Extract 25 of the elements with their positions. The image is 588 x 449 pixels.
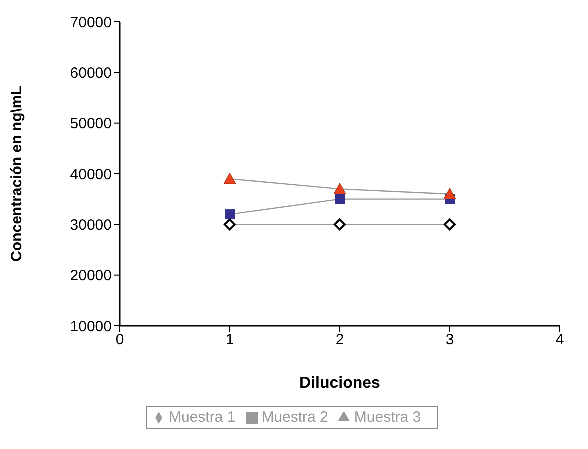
point — [224, 218, 236, 231]
legend-label: Muestra 2 — [262, 409, 328, 426]
y-axis-title: Concentración en ng\mL — [8, 86, 26, 262]
y-tick-label: 20000 — [70, 268, 112, 285]
x-tick-label: 4 — [556, 332, 564, 349]
x-tick-label: 1 — [226, 332, 234, 349]
legend-label: Muestra 1 — [169, 409, 236, 426]
x-axis-title: Diluciones — [300, 375, 381, 392]
y-tick-label: 40000 — [70, 166, 112, 184]
y-tick-label: 70000 — [70, 14, 112, 32]
legend-label: Muestra 3 — [354, 409, 422, 426]
point — [334, 218, 346, 231]
y-tick-label: 50000 — [70, 116, 112, 133]
point — [224, 172, 236, 184]
point — [225, 210, 235, 220]
point — [444, 218, 456, 231]
y-tick-label: 10000 — [70, 318, 112, 336]
x-tick-label: 0 — [116, 332, 124, 349]
y-tick-label: 60000 — [70, 64, 112, 82]
x-tick-label: 2 — [336, 332, 344, 349]
point — [334, 182, 346, 194]
y-tick-label: 30000 — [70, 216, 112, 234]
point — [335, 194, 345, 204]
point — [444, 188, 456, 200]
x-tick-label: 3 — [446, 332, 454, 349]
